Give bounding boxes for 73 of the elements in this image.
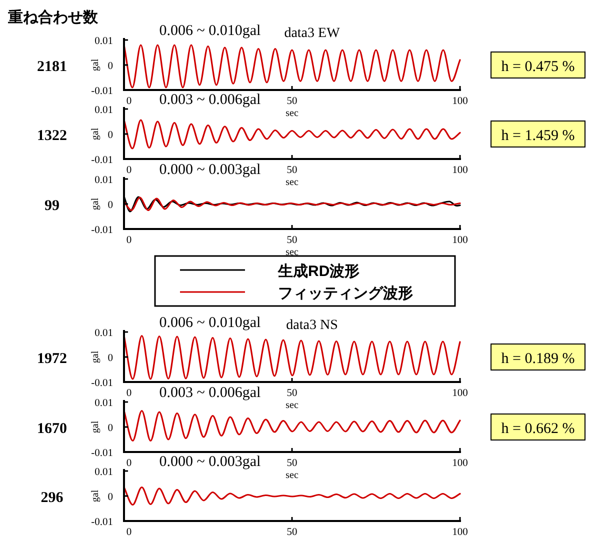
y-axis-title: gal	[90, 198, 101, 210]
y-tick-label: -0.01	[91, 86, 113, 97]
y-tick-label: 0.01	[94, 328, 113, 339]
x-tick-label: 0	[126, 458, 132, 469]
text: h = 1.459 %	[501, 128, 575, 144]
x-tick-label: 0	[126, 235, 132, 246]
x-tick-label: 50	[286, 388, 298, 399]
y-axis-title: gal	[90, 420, 101, 434]
x-axis-title: sec	[286, 177, 299, 188]
y-tick-label: -0.01	[91, 378, 113, 389]
y-tick-label: -0.01	[91, 225, 113, 236]
x-axis-title: sec	[286, 400, 299, 411]
y-axis-title: gal	[90, 350, 101, 364]
chart-title: 0.006 ~ 0.010gal	[159, 23, 261, 39]
text: 重ね合わせ数	[7, 9, 99, 26]
legend-label: 生成RD波形	[277, 263, 360, 280]
x-tick-label: 50	[286, 458, 298, 469]
y-tick-label: 0	[108, 61, 113, 72]
y-tick-label: 0	[108, 200, 113, 211]
x-tick-label: 100	[452, 458, 468, 469]
x-tick-label: 100	[452, 165, 468, 176]
line-series	[123, 119, 461, 150]
text: 296	[40, 490, 64, 506]
line-series	[123, 410, 461, 442]
x-tick-label: 100	[452, 388, 468, 399]
line-series	[123, 44, 461, 88]
x-axis-title: sec	[286, 247, 299, 258]
y-tick-label: 0.01	[94, 105, 113, 116]
text: h = 0.475 %	[501, 59, 575, 75]
text: 2181	[37, 59, 67, 75]
x-tick-label: 0	[126, 388, 132, 399]
chart-title: 0.003 ~ 0.006gal	[159, 385, 261, 401]
y-tick-label: 0	[108, 130, 113, 141]
y-tick-label: 0.01	[94, 36, 113, 47]
text: 1322	[37, 128, 67, 144]
x-tick-label: 100	[452, 96, 468, 107]
line-series	[123, 486, 461, 506]
text: h = 0.189 %	[501, 351, 575, 367]
text: 1972	[37, 351, 67, 367]
y-tick-label: 0	[108, 353, 113, 364]
chart-title: 0.000 ~ 0.003gal	[159, 454, 261, 470]
x-tick-label: 0	[126, 96, 132, 107]
y-axis-title: gal	[90, 128, 101, 140]
x-tick-label: 50	[286, 527, 298, 538]
text: 1670	[37, 421, 67, 437]
chart-subtitle: data3 NS	[286, 318, 338, 333]
x-tick-label: 0	[126, 165, 132, 176]
text: h = 0.662 %	[501, 421, 575, 437]
y-tick-label: -0.01	[91, 517, 113, 528]
chart-title: 0.003 ~ 0.006gal	[159, 92, 261, 108]
x-axis-title: sec	[286, 470, 299, 481]
x-tick-label: 100	[452, 235, 468, 246]
chart-title: 0.000 ~ 0.003gal	[159, 162, 261, 178]
x-tick-label: 50	[286, 235, 298, 246]
text: 99	[44, 198, 60, 214]
chart-title: 0.006 ~ 0.010gal	[159, 315, 261, 331]
y-tick-label: -0.01	[91, 448, 113, 459]
y-tick-label: 0	[108, 423, 113, 434]
y-tick-label: -0.01	[91, 155, 113, 166]
x-tick-label: 100	[452, 527, 468, 538]
y-tick-label: 0	[108, 492, 113, 503]
y-tick-label: 0.01	[94, 175, 113, 186]
x-tick-label: 50	[286, 96, 298, 107]
chart-subtitle: data3 EW	[284, 26, 341, 41]
x-tick-label: 0	[126, 527, 132, 538]
line-series	[123, 334, 461, 380]
y-axis-title: gal	[90, 58, 101, 72]
legend-label: フィッティング波形	[278, 285, 413, 302]
x-axis-title: sec	[286, 108, 299, 119]
y-axis-title: gal	[90, 490, 101, 502]
x-tick-label: 50	[286, 165, 298, 176]
y-tick-label: 0.01	[94, 398, 113, 409]
y-tick-label: 0.01	[94, 467, 113, 478]
